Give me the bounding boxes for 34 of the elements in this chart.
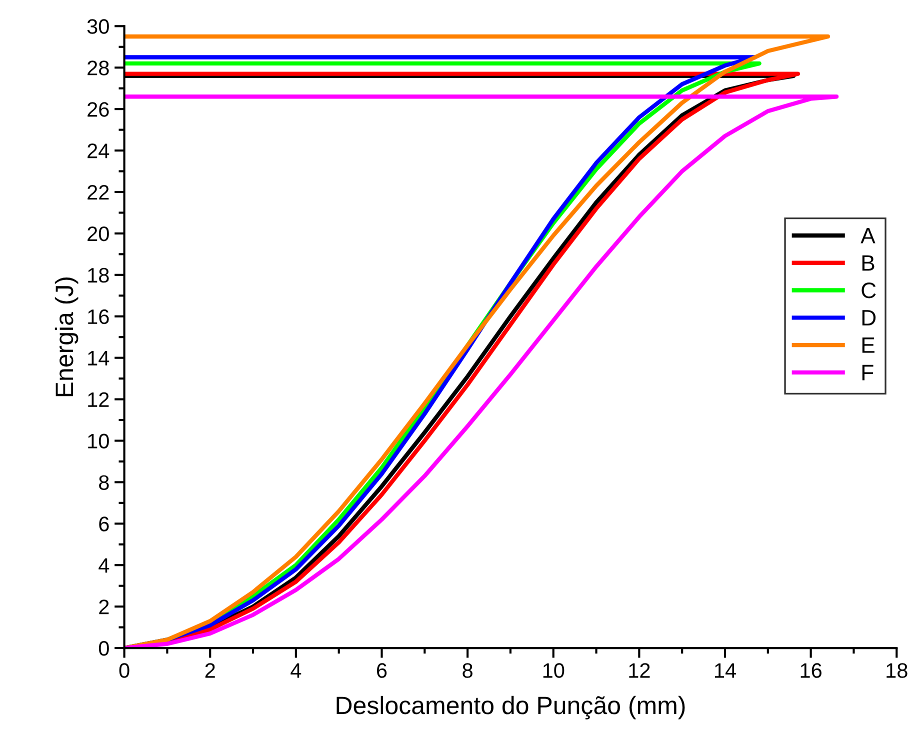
x-tick-label: 16 (800, 663, 822, 678)
x-tick-label: 6 (377, 663, 387, 678)
legend-label: B (862, 255, 874, 271)
y-tick-label: 4 (98, 558, 110, 573)
y-axis-title: Energia (J) (54, 278, 78, 396)
y-tick-label: 18 (88, 268, 109, 283)
x-tick-label: 18 (886, 663, 908, 678)
y-tick-label: 6 (99, 516, 109, 532)
y-tick-label: 0 (98, 641, 109, 656)
legend-label: F (862, 364, 874, 380)
x-tick-label: 12 (629, 663, 650, 678)
y-tick-label: 30 (87, 19, 109, 34)
y-tick-label: 16 (88, 309, 109, 324)
x-tick-label: 14 (715, 663, 736, 678)
x-tick-label: 0 (119, 663, 130, 678)
y-tick-label: 26 (88, 102, 109, 117)
y-tick-label: 14 (88, 351, 110, 366)
y-tick-label: 12 (88, 392, 109, 407)
x-tick-label: 10 (543, 663, 564, 678)
legend-label: E (862, 338, 874, 353)
legend-label: A (860, 228, 876, 244)
x-tick-label: 4 (290, 663, 302, 678)
y-tick-label: 10 (88, 434, 109, 448)
y-tick-label: 8 (99, 475, 109, 490)
legend-label: C (862, 282, 876, 298)
y-tick-label: 22 (88, 184, 109, 200)
x-axis-title: Deslocamento do Punção (mm) (336, 696, 685, 720)
x-tick-label: 2 (205, 663, 215, 678)
y-tick-label: 2 (99, 600, 109, 614)
y-tick-label: 24 (88, 144, 110, 158)
y-tick-label: 28 (88, 60, 109, 76)
x-tick-label: 8 (462, 663, 472, 678)
legend-label: D (862, 310, 876, 326)
y-tick-label: 20 (88, 226, 109, 242)
